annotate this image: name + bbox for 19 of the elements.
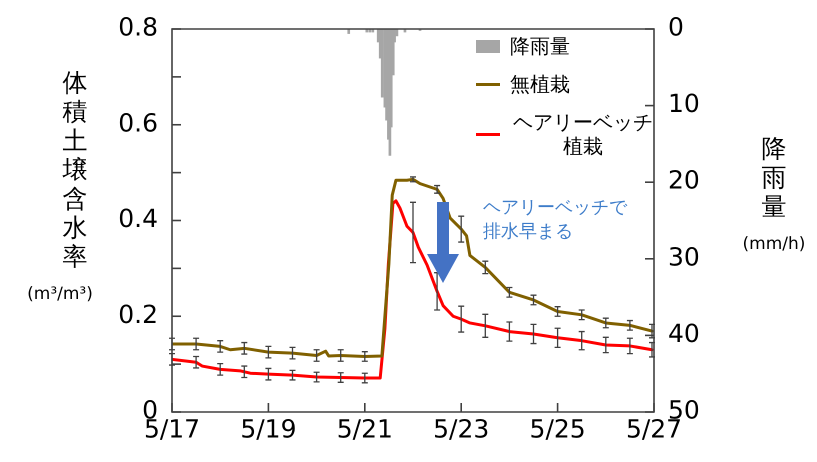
y2-axis-title: 降雨量(mm/h) xyxy=(742,134,806,254)
y2-tick-label: 20 xyxy=(668,166,700,195)
legend-label: 無植栽 xyxy=(510,72,570,96)
y2-tick-label: 40 xyxy=(668,318,700,348)
x-tick-label: 5/19 xyxy=(240,414,296,444)
x-tick-label: 5/25 xyxy=(530,414,586,444)
y2-tick-label: 0 xyxy=(668,12,684,42)
y2-tick-label: 10 xyxy=(668,89,700,118)
legend-label: ヘアリーベッチ植栽 xyxy=(512,110,654,158)
y-tick-label: 0.8 xyxy=(118,12,158,42)
y-tick-label: 0.4 xyxy=(118,204,158,233)
y-tick-label: 0.6 xyxy=(118,108,158,138)
y-tick-label: 0.2 xyxy=(118,300,158,329)
annotation: ヘアリーベッチで排水早まる xyxy=(483,196,628,244)
y2-tick-label: 30 xyxy=(668,242,700,272)
x-tick-label: 5/21 xyxy=(336,414,393,444)
y-axis-title: 体積土壌含水率(m³/m³) xyxy=(26,68,94,304)
legend-label: 降雨量 xyxy=(510,34,570,58)
x-tick-label: 5/23 xyxy=(433,414,490,444)
